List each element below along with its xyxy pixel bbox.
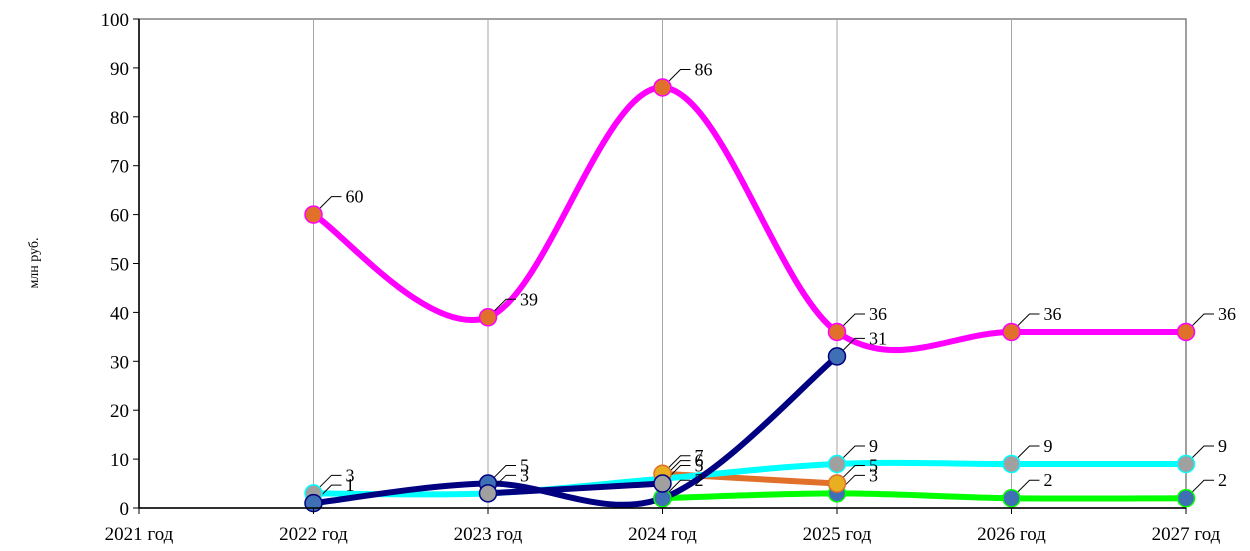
data-point [653, 78, 672, 97]
data-label: 7 [695, 446, 704, 466]
label-leader [841, 445, 865, 460]
data-label: 36 [1218, 304, 1236, 324]
label-leader [492, 465, 516, 479]
label-leader [841, 465, 865, 479]
x-tick-label: 2025 год [803, 524, 872, 545]
data-point [827, 347, 847, 366]
y-tick-label: 10 [110, 450, 129, 471]
y-tick-label: 70 [110, 157, 129, 178]
data-point [304, 205, 323, 224]
label-leader [667, 479, 691, 494]
label-leader [667, 460, 691, 475]
label-leader [492, 298, 516, 313]
data-label: 5 [695, 456, 704, 476]
x-tick-label: 2023 год [454, 524, 523, 545]
y-tick-label: 0 [120, 499, 130, 520]
y-tick-label: 50 [110, 255, 129, 276]
data-point [478, 484, 498, 503]
data-point [1176, 454, 1196, 474]
label-leader [1190, 479, 1214, 494]
y-tick-label: 90 [110, 59, 129, 80]
data-label: 60 [346, 187, 364, 207]
label-leader [318, 484, 342, 499]
series-line [659, 490, 1189, 502]
label-leader [492, 474, 516, 489]
data-label: 2 [1218, 470, 1227, 490]
label-leader [667, 68, 691, 83]
label-leader [318, 196, 342, 210]
data-point [827, 474, 847, 493]
data-label: 31 [869, 328, 887, 348]
x-tick-label: 2021 год [105, 524, 174, 545]
series-line [485, 480, 666, 497]
data-label: 1 [346, 475, 355, 495]
label-leader [1016, 479, 1040, 494]
label-leader [667, 455, 691, 470]
label-leader [318, 474, 342, 489]
label-leader [1190, 445, 1214, 460]
label-leader [1190, 313, 1214, 328]
data-label: 36 [869, 304, 887, 324]
y-axis-title: млн руб. [27, 237, 42, 288]
series-line [310, 459, 1189, 498]
y-tick-label: 30 [110, 352, 129, 373]
y-tick-label: 40 [110, 303, 129, 324]
data-label: 39 [520, 289, 538, 309]
data-label: 5 [520, 456, 529, 476]
label-leaders [318, 68, 1214, 499]
data-point [478, 308, 498, 327]
data-point [1002, 322, 1021, 342]
data-label: 6 [695, 451, 704, 471]
label-leader [841, 313, 865, 328]
data-label: 2 [1044, 470, 1053, 490]
x-tick-label: 2022 год [279, 524, 348, 545]
label-leader [1016, 445, 1040, 460]
x-tick-label: 2024 год [628, 524, 697, 545]
data-point [1176, 488, 1196, 508]
data-label: 86 [695, 59, 713, 79]
y-tick-label: 100 [101, 10, 130, 31]
data-point [827, 322, 847, 342]
x-tick-label: 2027 год [1152, 524, 1221, 545]
data-label: 3 [520, 465, 529, 485]
data-label: 5 [869, 456, 878, 476]
data-label: 36 [1044, 304, 1062, 324]
data-point [1002, 454, 1021, 474]
data-label: 9 [1044, 436, 1053, 456]
x-tick-label: 2026 год [977, 524, 1046, 545]
label-leader [841, 474, 865, 489]
data-label: 9 [869, 436, 878, 456]
y-tick-label: 60 [110, 206, 129, 227]
data-point [653, 474, 672, 493]
label-leader [841, 337, 865, 352]
data-label: 3 [869, 465, 878, 485]
gridlines [313, 19, 1012, 508]
data-point [1002, 488, 1021, 508]
series-line [310, 353, 840, 508]
data-label: 9 [1218, 436, 1227, 456]
data-label: 2 [695, 470, 704, 490]
label-leader [667, 465, 691, 479]
label-leader [1016, 313, 1040, 328]
y-tick-label: 80 [110, 108, 129, 129]
data-point [1176, 322, 1196, 342]
data-point [827, 454, 847, 474]
axes: 0 10 20 30 40 50 60 70 80 90 100 2021 год 2022 год 20… [101, 10, 1221, 545]
data-label: 3 [346, 465, 355, 485]
y-tick-label: 20 [110, 401, 129, 422]
